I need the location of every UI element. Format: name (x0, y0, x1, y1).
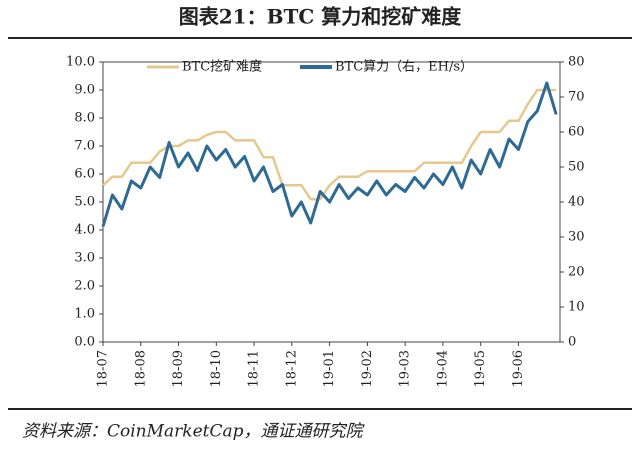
x-tick-label: 19-01 (322, 350, 337, 387)
x-tick-label: 18-07 (96, 350, 111, 387)
x-tick-label: 19-04 (435, 350, 450, 387)
y-tick-label: 7.0 (74, 139, 95, 154)
y-tick-label: 8.0 (74, 111, 95, 126)
y2-tick-label: 30 (568, 230, 585, 245)
y2-tick-label: 80 (568, 55, 585, 70)
y2-tick-label: 70 (568, 90, 585, 105)
series-line (101, 81, 558, 227)
y-tick-label: 2.0 (74, 279, 95, 294)
x-tick-label: 18-10 (209, 350, 224, 387)
x-tick-label: 19-02 (360, 350, 375, 387)
x-tick-label: 19-03 (398, 350, 413, 387)
series-line (102, 88, 557, 201)
legend-label: BTC挖矿难度 (182, 59, 262, 75)
chart-title: 图表21：BTC 算力和挖矿难度 (179, 5, 462, 29)
x-tick-label: 19-05 (473, 350, 488, 387)
y2-tick-label: 40 (568, 195, 585, 210)
y-tick-label: 10.0 (66, 55, 95, 70)
y2-tick-label: 60 (568, 125, 585, 140)
x-tick-label: 18-09 (171, 350, 186, 387)
y2-tick-label: 20 (568, 265, 585, 280)
y2-tick-label: 10 (568, 300, 585, 315)
y-tick-label: 6.0 (74, 167, 95, 182)
x-tick-label: 18-12 (284, 350, 299, 387)
x-tick-label: 18-11 (247, 350, 262, 387)
y-tick-label: 3.0 (74, 251, 95, 266)
y-tick-label: 1.0 (74, 307, 95, 322)
y-tick-label: 0.0 (74, 335, 95, 350)
plot-frame (102, 61, 561, 343)
y-tick-label: 4.0 (74, 223, 95, 238)
y2-tick-label: 0 (568, 335, 576, 350)
x-tick-label: 18-08 (133, 350, 148, 387)
legend-label: BTC算力（右，EH/s） (335, 60, 473, 75)
y-tick-label: 9.0 (74, 83, 95, 98)
x-tick-label: 19-06 (511, 350, 526, 387)
source: 资料来源：CoinMarketCap，通证通研究院 (22, 422, 366, 442)
y-tick-label: 5.0 (74, 195, 95, 210)
y2-tick-label: 50 (568, 160, 585, 175)
